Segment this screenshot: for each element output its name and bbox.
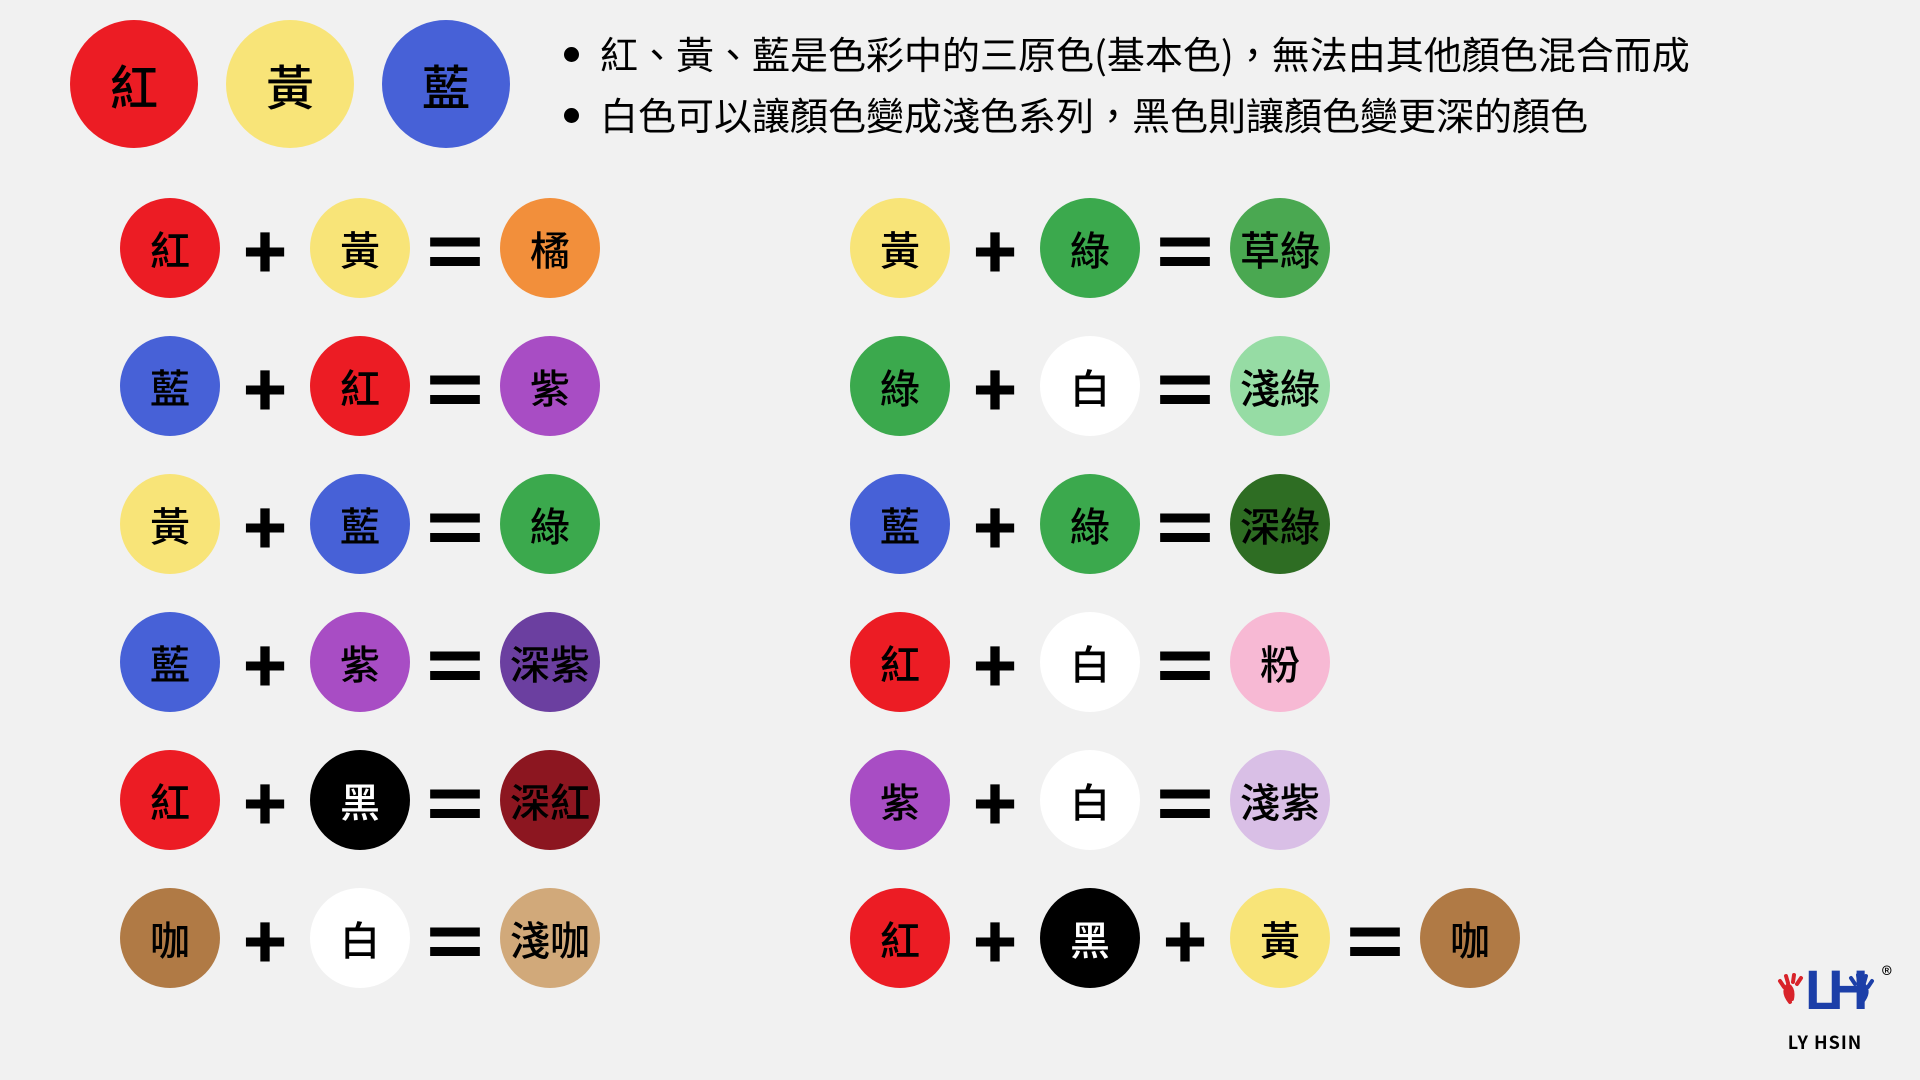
equation-row: 紫+白=淺紫: [850, 750, 1520, 850]
equals-operator: =: [397, 212, 514, 284]
color-circle: 綠: [500, 474, 600, 574]
equals-operator: =: [1127, 626, 1244, 698]
color-circle: 草綠: [1230, 198, 1330, 298]
color-circle: 淺綠: [1230, 336, 1330, 436]
equals-operator: =: [1127, 212, 1244, 284]
equation-row: 黃+綠=草綠: [850, 198, 1520, 298]
plus-operator: +: [1140, 902, 1230, 974]
equals-operator: =: [1127, 488, 1244, 560]
color-circle: 粉: [1230, 612, 1330, 712]
color-circle: 淺紫: [1230, 750, 1330, 850]
registered-mark: ®: [1882, 958, 1892, 990]
color-circle: 藍: [382, 20, 510, 148]
color-circle: 藍: [310, 474, 410, 574]
plus-operator: +: [220, 212, 310, 284]
color-circle: 白: [310, 888, 410, 988]
plus-operator: +: [950, 488, 1040, 560]
equals-operator: =: [397, 764, 514, 836]
color-circle: 黑: [1040, 888, 1140, 988]
plus-operator: +: [220, 902, 310, 974]
color-circle: 咖: [1420, 888, 1520, 988]
color-circle: 深紅: [500, 750, 600, 850]
equations-columns: 紅+黃=橘藍+紅=紫黃+藍=綠藍+紫=深紫紅+黑=深紅咖+白=淺咖 黃+綠=草綠…: [0, 148, 1920, 988]
brand-logo: L H LY HSIN: [1770, 957, 1880, 1055]
plus-operator: +: [950, 764, 1040, 836]
color-circle: 黃: [310, 198, 410, 298]
plus-operator: +: [950, 212, 1040, 284]
equation-row: 黃+藍=綠: [120, 474, 600, 574]
color-circle: 白: [1040, 336, 1140, 436]
logo-text: LY HSIN: [1770, 1029, 1880, 1055]
equals-operator: =: [397, 350, 514, 422]
equation-row: 紅+白=粉: [850, 612, 1520, 712]
equation-row: 綠+白=淺綠: [850, 336, 1520, 436]
equation-row: 藍+綠=深綠: [850, 474, 1520, 574]
header: 紅黃藍 紅、黃、藍是色彩中的三原色(基本色)，無法由其他顏色混合而成白色可以讓顏…: [0, 0, 1920, 148]
bullet-item: 白色可以讓顏色變成淺色系列，黑色則讓顏色變更深的顏色: [600, 84, 1690, 145]
color-circle: 深綠: [1230, 474, 1330, 574]
plus-operator: +: [220, 350, 310, 422]
plus-operator: +: [220, 764, 310, 836]
color-circle: 咖: [120, 888, 220, 988]
left-column: 紅+黃=橘藍+紅=紫黃+藍=綠藍+紫=深紫紅+黑=深紅咖+白=淺咖: [120, 198, 600, 988]
color-circle: 白: [1040, 612, 1140, 712]
logo-mark-icon: L H: [1770, 957, 1880, 1027]
color-circle: 黃: [120, 474, 220, 574]
equals-operator: =: [397, 902, 514, 974]
equation-row: 紅+黑=深紅: [120, 750, 600, 850]
color-circle: 紅: [850, 888, 950, 988]
color-circle: 紅: [120, 198, 220, 298]
bullet-list: 紅、黃、藍是色彩中的三原色(基本色)，無法由其他顏色混合而成白色可以讓顏色變成淺…: [570, 23, 1690, 145]
plus-operator: +: [950, 902, 1040, 974]
right-column: 黃+綠=草綠綠+白=淺綠藍+綠=深綠紅+白=粉紫+白=淺紫紅+黑+黃=咖: [850, 198, 1520, 988]
bullet-item: 紅、黃、藍是色彩中的三原色(基本色)，無法由其他顏色混合而成: [600, 23, 1690, 84]
color-circle: 黃: [226, 20, 354, 148]
color-circle: 淺咖: [500, 888, 600, 988]
color-circle: 紅: [120, 750, 220, 850]
color-circle: 綠: [850, 336, 950, 436]
color-circle: 綠: [1040, 198, 1140, 298]
color-circle: 黃: [850, 198, 950, 298]
color-circle: 紫: [850, 750, 950, 850]
color-circle: 黑: [310, 750, 410, 850]
equation-row: 藍+紫=深紫: [120, 612, 600, 712]
plus-operator: +: [950, 350, 1040, 422]
plus-operator: +: [220, 488, 310, 560]
color-circle: 深紫: [500, 612, 600, 712]
plus-operator: +: [950, 626, 1040, 698]
equation-row: 紅+黃=橘: [120, 198, 600, 298]
plus-operator: +: [220, 626, 310, 698]
equation-row: 藍+紅=紫: [120, 336, 600, 436]
color-circle: 黃: [1230, 888, 1330, 988]
color-circle: 紅: [850, 612, 950, 712]
equals-operator: =: [1317, 902, 1434, 974]
color-circle: 藍: [120, 612, 220, 712]
primary-colors-row: 紅黃藍: [70, 20, 510, 148]
color-circle: 藍: [120, 336, 220, 436]
equals-operator: =: [397, 626, 514, 698]
equals-operator: =: [397, 488, 514, 560]
color-circle: 白: [1040, 750, 1140, 850]
color-circle: 藍: [850, 474, 950, 574]
equation-row: 紅+黑+黃=咖: [850, 888, 1520, 988]
color-circle: 紫: [310, 612, 410, 712]
equals-operator: =: [1127, 764, 1244, 836]
color-circle: 綠: [1040, 474, 1140, 574]
color-circle: 紅: [310, 336, 410, 436]
color-circle: 紫: [500, 336, 600, 436]
equation-row: 咖+白=淺咖: [120, 888, 600, 988]
color-circle: 紅: [70, 20, 198, 148]
equals-operator: =: [1127, 350, 1244, 422]
color-circle: 橘: [500, 198, 600, 298]
